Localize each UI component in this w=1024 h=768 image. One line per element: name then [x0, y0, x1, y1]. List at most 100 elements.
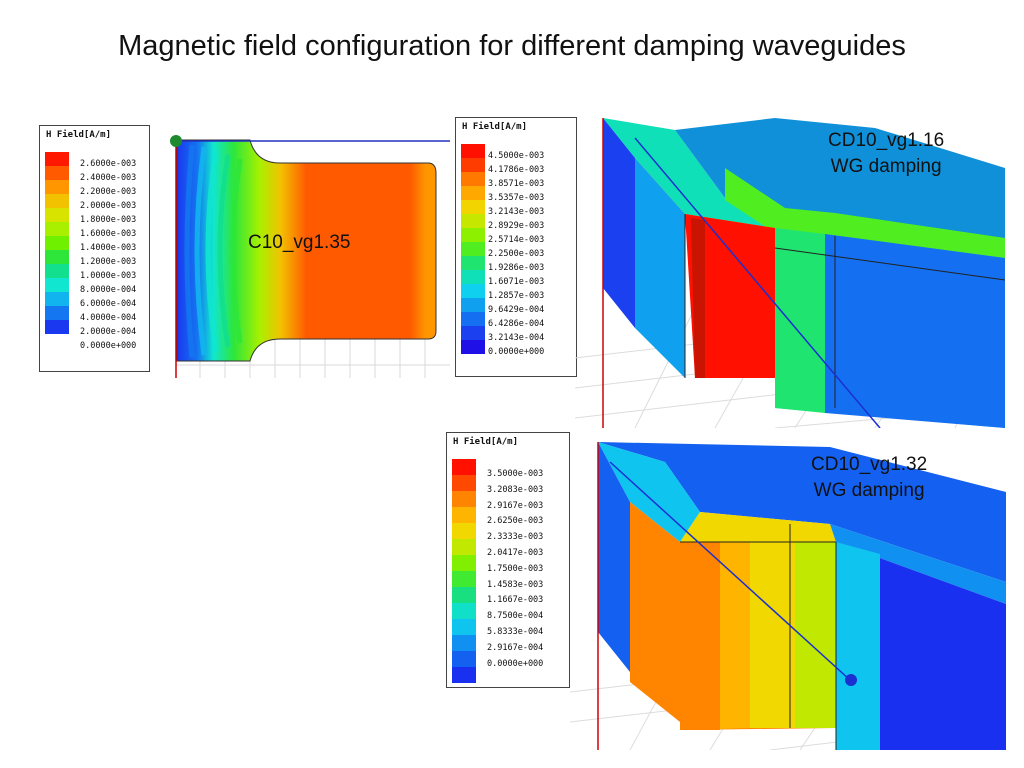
legend-swatch [461, 172, 485, 186]
legend-swatch [45, 180, 69, 194]
legend-value: 2.4000e-003 [80, 173, 137, 183]
legend-swatch [452, 619, 476, 635]
legend-swatch [452, 571, 476, 587]
legend-swatch [461, 340, 485, 354]
legend-swatch [45, 166, 69, 180]
label-c10: C10_vg1.35 [248, 232, 351, 253]
legend-swatch [45, 278, 69, 292]
legend-swatch [461, 214, 485, 228]
legend-swatch [45, 306, 69, 320]
legend-color-scale [452, 459, 476, 683]
legend-color-scale [45, 152, 69, 334]
legend-value: 1.9286e-003 [488, 263, 545, 273]
legend-value: 1.4583e-003 [487, 579, 544, 590]
label-cd10-vg116: CD10_vg1.16 WG damping [828, 130, 945, 177]
legend-swatch [452, 555, 476, 571]
legend-swatch [45, 194, 69, 208]
legend-value: 3.5357e-003 [488, 193, 545, 203]
legend-value: 2.6250e-003 [487, 516, 544, 527]
legend-swatch [45, 208, 69, 222]
legend-value: 1.7500e-003 [487, 563, 544, 574]
field-plot-cd10-vg116 [575, 108, 1005, 428]
legend-swatch [452, 475, 476, 491]
legend-value: 1.2857e-003 [488, 291, 545, 301]
legend-swatch [461, 256, 485, 270]
field-plot-c10 [170, 133, 450, 378]
legend-swatch [45, 264, 69, 278]
legend-swatch [461, 228, 485, 242]
legend-title: H Field[A/m] [462, 122, 528, 132]
legend-values: 3.5000e-003 3.2083e-003 2.9167e-003 2.6250e… [487, 467, 543, 672]
legend-value: 4.1786e-003 [488, 165, 545, 175]
legend-value: 6.4286e-004 [488, 319, 545, 329]
legend-title: H Field[A/m] [453, 437, 519, 447]
legend-value: 1.6071e-003 [488, 277, 545, 287]
legend-swatch [461, 186, 485, 200]
legend-value: 2.8929e-003 [488, 221, 545, 231]
legend-swatch [461, 270, 485, 284]
legend-swatch [45, 292, 69, 306]
legend-swatch [461, 312, 485, 326]
legend-value: 2.9167e-004 [487, 642, 544, 653]
legend-swatch [45, 320, 69, 334]
legend-value: 2.9167e-003 [487, 500, 544, 511]
legend-color-scale [461, 144, 485, 354]
legend-value: 0.0000e+000 [488, 347, 545, 357]
legend-swatch [452, 651, 476, 667]
legend-value: 3.5000e-003 [487, 469, 544, 479]
slide-title: Magnetic field configuration for differe… [118, 30, 906, 62]
legend-value: 2.2500e-003 [488, 249, 545, 259]
h-field-legend-c10: H Field[A/m] 2.6000e-003 2.4000e-003 2.200… [39, 125, 150, 372]
legend-swatch [461, 284, 485, 298]
legend-swatch [461, 158, 485, 172]
legend-value: 2.2000e-003 [80, 187, 137, 197]
legend-value: 3.2143e-004 [488, 333, 545, 343]
field-plot-cd10-vg132 [570, 432, 1006, 750]
legend-swatch [452, 635, 476, 651]
legend-value: 0.0000e+000 [487, 658, 544, 669]
legend-values: 2.6000e-003 2.4000e-003 2.2000e-003 2.0000e… [80, 157, 136, 353]
legend-value: 1.0000e-003 [80, 271, 137, 281]
legend-swatch [452, 539, 476, 555]
legend-value: 0.0000e+000 [80, 341, 137, 351]
axis-marker-icon [845, 674, 857, 686]
legend-value: 2.3333e-003 [487, 532, 544, 543]
legend-value: 3.2143e-003 [488, 207, 545, 217]
h-field-legend-cd10-vg116: H Field[A/m] 4.5000e-003 4.1786e-003 3.857… [455, 117, 577, 377]
legend-swatch [452, 587, 476, 603]
legend-value: 8.7500e-004 [487, 611, 544, 622]
legend-title: H Field[A/m] [46, 130, 112, 140]
legend-value: 2.6000e-003 [80, 159, 137, 169]
legend-swatch [461, 298, 485, 312]
legend-swatch [452, 459, 476, 475]
legend-swatch [45, 236, 69, 250]
legend-value: 1.2000e-003 [80, 257, 137, 267]
legend-swatch [452, 523, 476, 539]
legend-swatch [461, 144, 485, 158]
legend-value: 2.5714e-003 [488, 235, 545, 245]
legend-value: 3.8571e-003 [488, 179, 545, 189]
legend-value: 4.0000e-004 [80, 313, 137, 323]
legend-swatch [45, 222, 69, 236]
h-field-legend-cd10-vg132: H Field[A/m] 3.5000e-003 3.2083e-003 2.916… [446, 432, 570, 688]
legend-value: 1.1667e-003 [487, 595, 544, 606]
legend-values: 4.5000e-003 4.1786e-003 3.8571e-003 3.5357e… [488, 149, 544, 359]
origin-marker-icon [170, 135, 182, 147]
legend-swatch [452, 491, 476, 507]
label-cd10-vg132: CD10_vg1.32 WG damping [811, 454, 928, 501]
legend-value: 8.0000e-004 [80, 285, 137, 295]
legend-value: 2.0000e-003 [80, 201, 137, 211]
legend-value: 1.6000e-003 [80, 229, 137, 239]
legend-swatch [452, 507, 476, 523]
legend-value: 5.8333e-004 [487, 626, 544, 637]
legend-swatch [452, 667, 476, 683]
legend-swatch [461, 200, 485, 214]
legend-value: 2.0417e-003 [487, 547, 544, 558]
legend-value: 1.8000e-003 [80, 215, 137, 225]
legend-swatch [461, 326, 485, 340]
legend-value: 6.0000e-004 [80, 299, 137, 309]
legend-value: 4.5000e-003 [488, 151, 545, 161]
legend-value: 2.0000e-004 [80, 327, 137, 337]
legend-value: 9.6429e-004 [488, 305, 545, 315]
legend-value: 1.4000e-003 [80, 243, 137, 253]
